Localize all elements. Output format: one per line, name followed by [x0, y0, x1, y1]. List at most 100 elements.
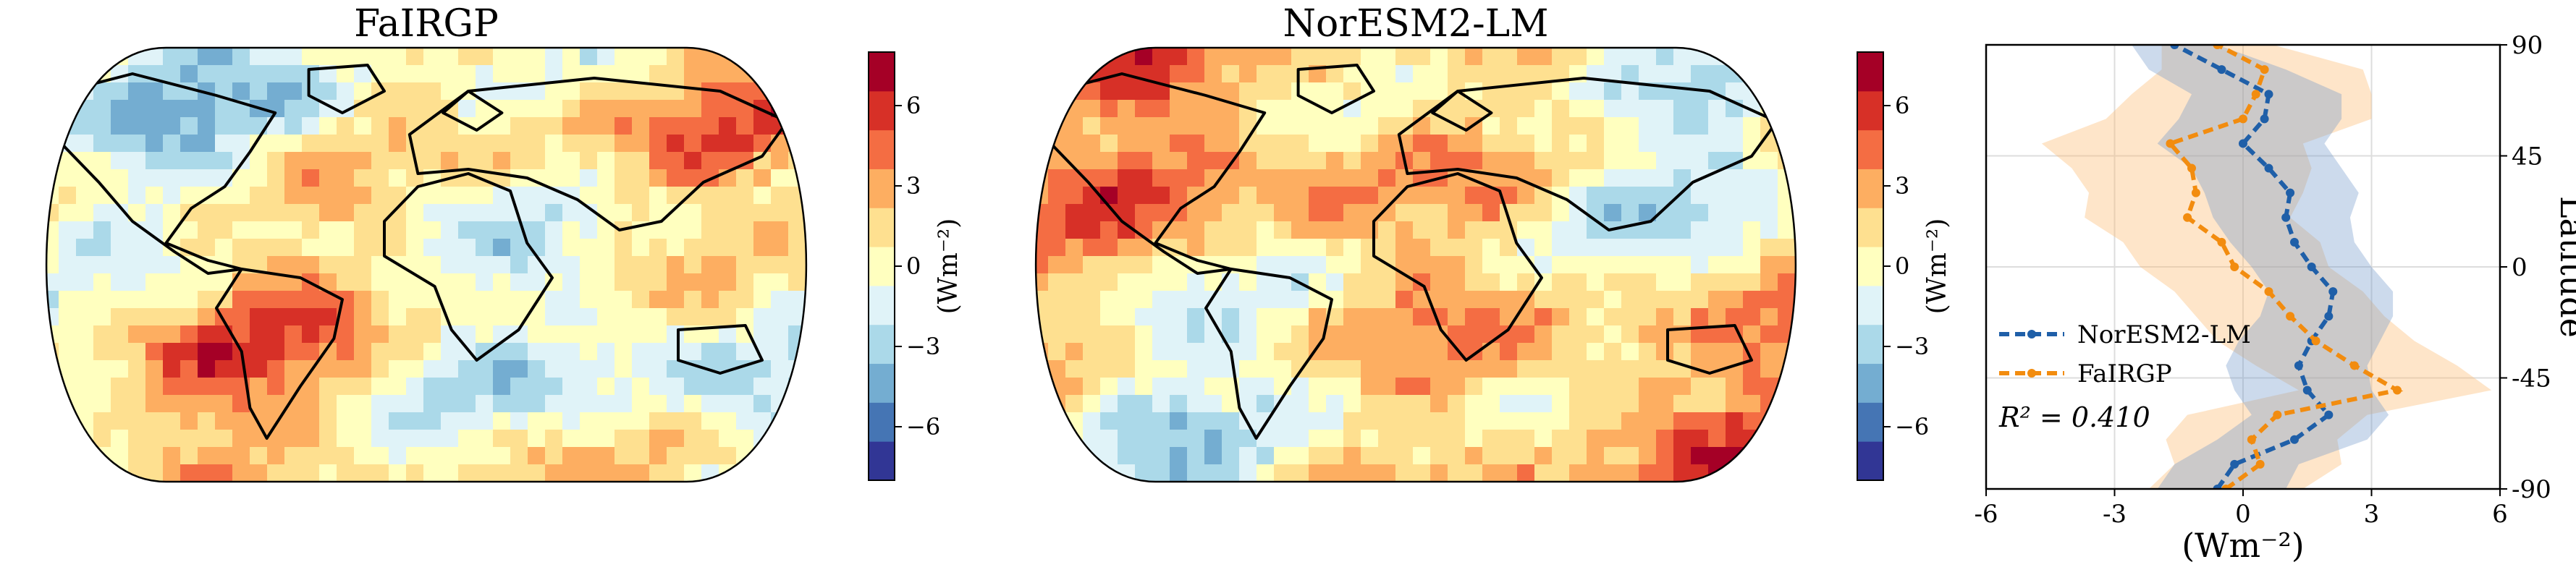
heatmap-cell — [823, 464, 841, 482]
heatmap-cell — [198, 239, 216, 257]
heatmap-cell — [1378, 100, 1396, 118]
heatmap-cell — [1048, 325, 1066, 344]
heatmap-cell — [580, 135, 598, 153]
heatmap-cell — [996, 273, 1014, 291]
heatmap-cell — [1118, 82, 1136, 101]
heatmap-cell — [1778, 100, 1796, 118]
heatmap-cell — [649, 308, 667, 326]
heatmap-cell — [1812, 82, 1830, 101]
heatmap-cell — [1083, 395, 1101, 413]
heatmap-cell — [250, 221, 268, 239]
heatmap-cell — [562, 360, 580, 378]
heatmap-cell — [632, 378, 650, 396]
heatmap-cell — [1691, 117, 1709, 135]
heatmap-cell — [1465, 135, 1483, 153]
heatmap-cell — [1378, 343, 1396, 361]
heatmap-cell — [389, 135, 407, 153]
heatmap-cell — [302, 395, 320, 413]
heatmap-cell — [1830, 273, 1848, 291]
heatmap-cell — [1013, 395, 1031, 413]
data-point — [2213, 485, 2222, 489]
heatmap-cell — [1569, 447, 1587, 465]
heatmap-cell — [284, 239, 303, 257]
heatmap-cell — [1309, 152, 1327, 170]
heatmap-cell — [458, 291, 476, 309]
heatmap-cell — [806, 100, 824, 118]
heatmap-cell — [1673, 82, 1692, 101]
heatmap-cell — [840, 187, 858, 205]
heatmap-cell — [771, 239, 789, 257]
heatmap-cell — [46, 430, 59, 448]
heatmap-cell — [1726, 135, 1744, 153]
heatmap-cell — [1118, 395, 1136, 413]
heatmap-cell — [806, 430, 824, 448]
heatmap-cell — [1361, 464, 1379, 482]
heatmap-cell — [649, 447, 667, 465]
heatmap-cell — [76, 221, 94, 239]
colorbar-tick-label: −6 — [1895, 413, 1929, 440]
heatmap-cell — [389, 378, 407, 396]
heatmap-cell — [319, 135, 337, 153]
heatmap-cell — [371, 135, 389, 153]
heatmap-cell — [1291, 152, 1309, 170]
heatmap-cell — [1036, 221, 1049, 239]
heatmap-cell — [528, 48, 546, 66]
data-point — [2264, 163, 2273, 173]
heatmap-cell — [1465, 430, 1483, 448]
colorbar-swatch — [869, 90, 895, 131]
heatmap-cell — [1013, 117, 1031, 135]
heatmap-cell — [1760, 204, 1778, 222]
heatmap-cell — [163, 360, 181, 378]
heatmap-cell — [493, 135, 511, 153]
heatmap-cell — [1013, 100, 1031, 118]
heatmap-cell — [1465, 308, 1483, 326]
heatmap-cell — [423, 378, 442, 396]
heatmap-cell — [76, 360, 94, 378]
heatmap-cell — [493, 239, 511, 257]
heatmap-cell — [1639, 273, 1657, 291]
heatmap-cell — [180, 135, 198, 153]
heatmap-cell — [1448, 447, 1466, 465]
heatmap-cell — [7, 325, 25, 344]
heatmap-cell — [1760, 291, 1778, 309]
heatmap-cell — [1621, 169, 1639, 187]
heatmap-cell — [1343, 256, 1361, 274]
heatmap-cell — [128, 187, 146, 205]
heatmap-cell — [806, 447, 824, 465]
heatmap-cell — [337, 325, 355, 344]
heatmap-cell — [1691, 239, 1709, 257]
heatmap-cell — [1500, 447, 1518, 465]
heatmap-cell — [1413, 325, 1431, 344]
heatmap-cell — [1795, 378, 1796, 396]
heatmap-cell — [1048, 187, 1066, 205]
heatmap-cell — [1639, 378, 1657, 396]
heatmap-cell — [476, 152, 494, 170]
heatmap-cell — [1517, 204, 1535, 222]
heatmap-cell — [840, 325, 858, 344]
heatmap-cell — [996, 169, 1014, 187]
heatmap-cell — [1361, 48, 1379, 66]
heatmap-cell — [1691, 447, 1709, 465]
heatmap-cell — [24, 135, 42, 153]
heatmap-cell — [1482, 273, 1500, 291]
heatmap-cell — [1065, 447, 1084, 465]
heatmap-cell — [1204, 65, 1222, 83]
heatmap-cell — [476, 48, 494, 66]
heatmap-cell — [1170, 430, 1188, 448]
coastline — [383, 172, 554, 362]
heatmap-cell — [1430, 187, 1448, 205]
heatmap-cell — [1656, 48, 1674, 66]
heatmap-cell — [423, 82, 442, 101]
heatmap-cell — [615, 48, 633, 66]
heatmap-cell — [840, 378, 858, 396]
heatmap-cell — [59, 447, 77, 465]
heatmap-cell — [1204, 204, 1222, 222]
colorbar-swatch — [869, 402, 895, 442]
heatmap-cell — [753, 464, 772, 482]
heatmap-cell — [510, 273, 528, 291]
heatmap-cell — [337, 256, 355, 274]
heatmap-cell — [1534, 204, 1553, 222]
heatmap-cell — [250, 360, 268, 378]
heatmap-cell — [1013, 135, 1031, 153]
heatmap-cell — [1691, 273, 1709, 291]
